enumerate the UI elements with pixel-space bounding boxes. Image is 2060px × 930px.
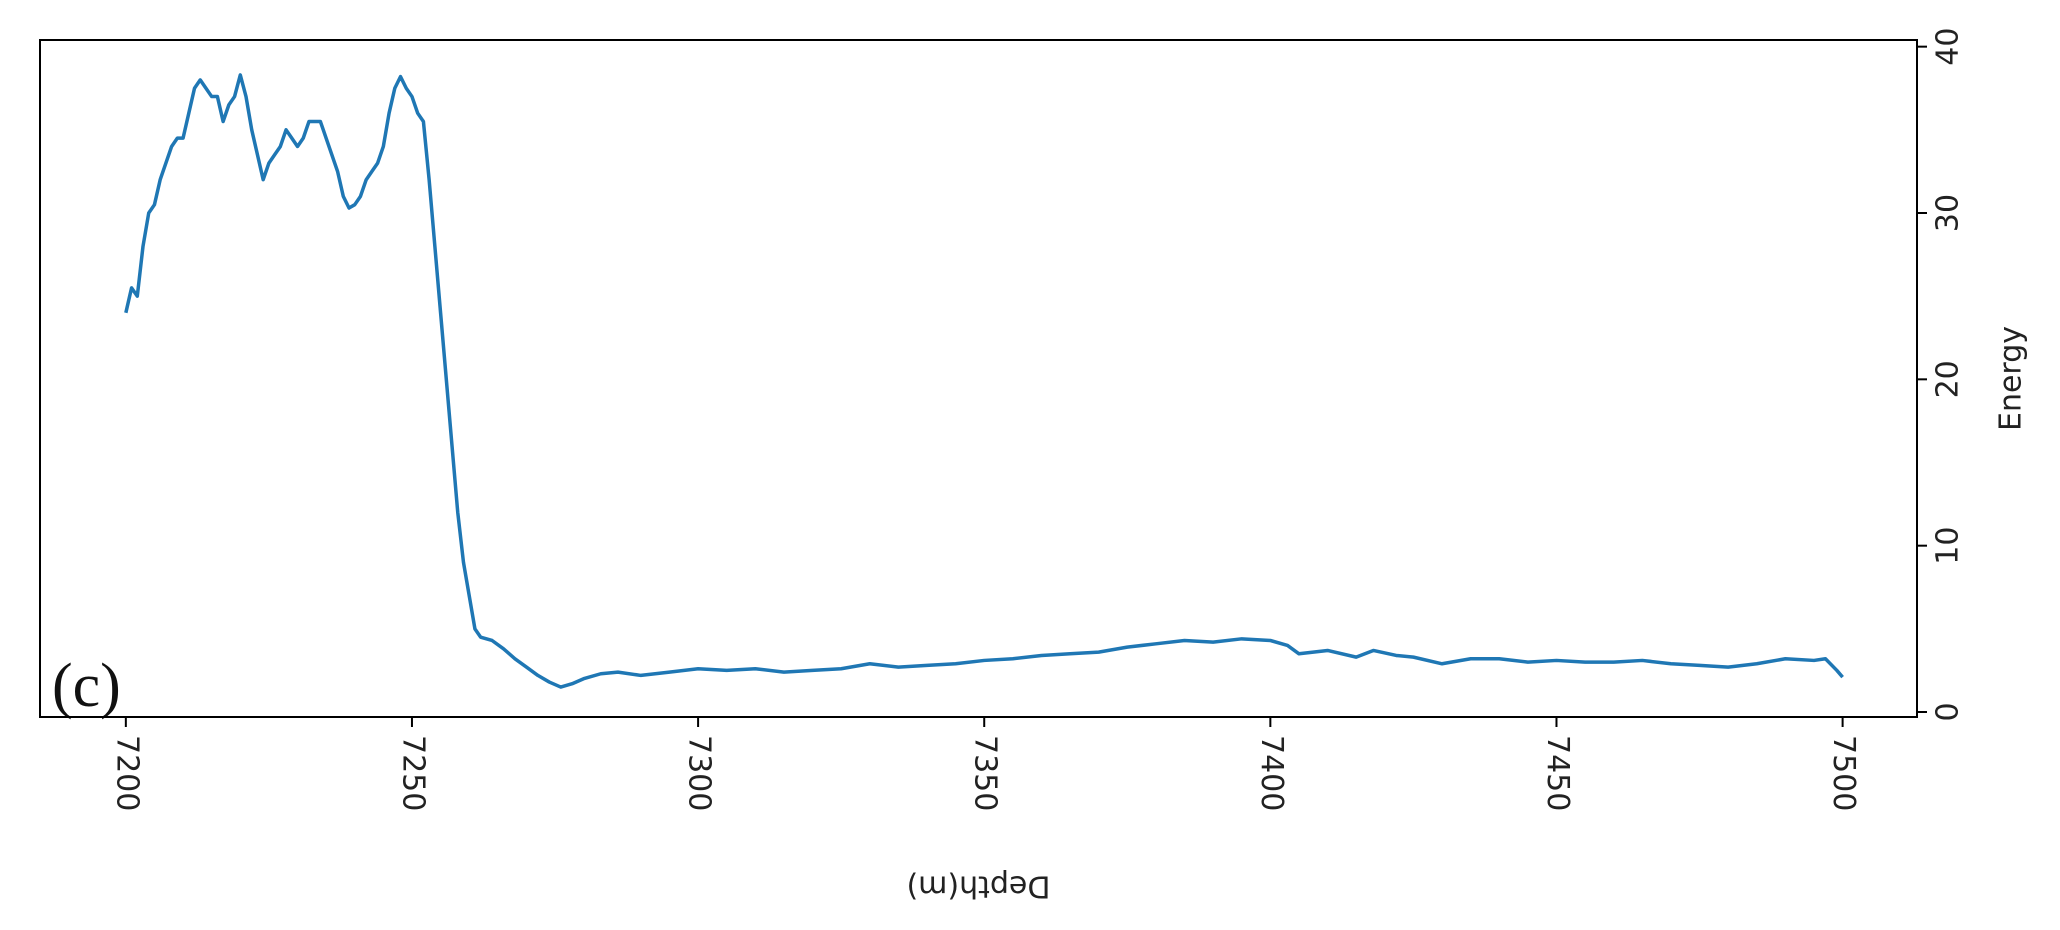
y-tick-label: 20 [1931, 360, 1966, 398]
y-tick-label: 0 [1931, 702, 1966, 721]
x-tick-label: 7250 [395, 735, 430, 811]
x-tick-label: 7350 [968, 735, 1003, 811]
x-tick-label: 7300 [682, 735, 717, 811]
x-tick-label: 7500 [1826, 735, 1861, 811]
y-axis-label: Energy [1994, 326, 2029, 431]
x-tick-label: 7450 [1540, 735, 1575, 811]
y-tick-label: 40 [1931, 28, 1966, 66]
x-tick-label: 7400 [1254, 735, 1289, 811]
data-line [124, 73, 1844, 689]
y-tick-label: 30 [1931, 194, 1966, 232]
plot-frame [39, 39, 1918, 718]
panel-label: (c) [52, 652, 121, 720]
x-axis-label: Depth(m) [906, 869, 1050, 904]
x-tick-label: 7200 [109, 735, 144, 811]
y-tick-label: 10 [1931, 527, 1966, 565]
